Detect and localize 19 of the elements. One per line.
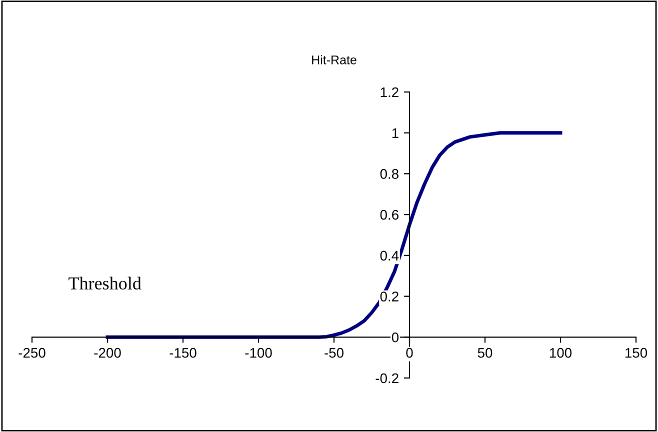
y-tick-label: -0.2 [376,373,398,384]
y-tick-label: 0.4 [380,250,399,261]
y-tick-label: 1.2 [380,87,398,98]
y-tick-label: 1 [392,128,398,138]
x-tick-label: -50 [324,348,344,358]
annotation: Threshold [68,276,142,290]
y-tick-label: 0.6 [380,210,398,220]
x-tick-label: 50 [478,348,492,358]
x-tick-label: 150 [625,348,648,358]
chart-title: Hit-Rate [312,55,356,64]
y-tick-label: 0 [392,332,399,342]
x-tick-label: 0 [406,348,413,358]
x-tick-label: -150 [170,348,196,358]
y-tick-label: 0.2 [380,292,398,302]
x-tick-label: -100 [245,348,272,358]
x-tick-label: 100 [550,348,572,358]
x-tick-label: -200 [94,348,121,358]
x-tick-label: -250 [18,348,46,358]
y-tick-label: 0.8 [380,169,398,179]
